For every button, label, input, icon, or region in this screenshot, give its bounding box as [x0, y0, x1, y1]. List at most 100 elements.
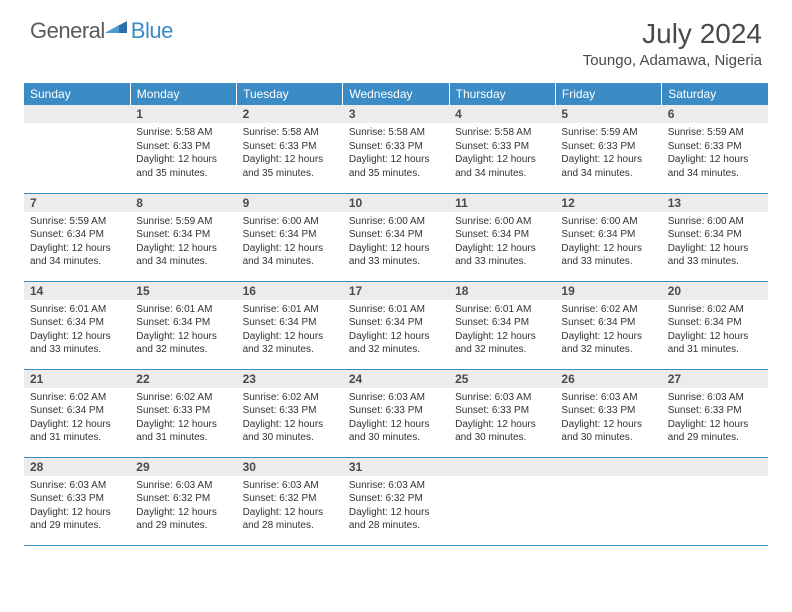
- daylight-text: Daylight: 12 hours and 30 minutes.: [243, 418, 337, 445]
- daylight-text: Daylight: 12 hours and 29 minutes.: [30, 506, 124, 533]
- calendar-day-cell: 31Sunrise: 6:03 AMSunset: 6:32 PMDayligh…: [343, 457, 449, 545]
- triangle-icon: [105, 17, 127, 33]
- sunrise-text: Sunrise: 5:59 AM: [136, 215, 230, 229]
- day-info: Sunrise: 5:58 AMSunset: 6:33 PMDaylight:…: [237, 123, 343, 184]
- daylight-text: Daylight: 12 hours and 34 minutes.: [561, 153, 655, 180]
- day-number: 7: [24, 194, 130, 212]
- sunrise-text: Sunrise: 6:02 AM: [668, 303, 762, 317]
- sunset-text: Sunset: 6:33 PM: [136, 404, 230, 418]
- calendar-day-cell: 27Sunrise: 6:03 AMSunset: 6:33 PMDayligh…: [662, 369, 768, 457]
- day-info: Sunrise: 6:03 AMSunset: 6:33 PMDaylight:…: [343, 388, 449, 449]
- sunrise-text: Sunrise: 6:01 AM: [349, 303, 443, 317]
- calendar-day-cell: 26Sunrise: 6:03 AMSunset: 6:33 PMDayligh…: [555, 369, 661, 457]
- day-info: Sunrise: 5:59 AMSunset: 6:34 PMDaylight:…: [24, 212, 130, 273]
- location-subtitle: Toungo, Adamawa, Nigeria: [583, 52, 762, 69]
- sunrise-text: Sunrise: 6:02 AM: [243, 391, 337, 405]
- daylight-text: Daylight: 12 hours and 33 minutes.: [30, 330, 124, 357]
- calendar-day-cell: 22Sunrise: 6:02 AMSunset: 6:33 PMDayligh…: [130, 369, 236, 457]
- logo-text-general: General: [30, 18, 105, 44]
- day-number: 16: [237, 282, 343, 300]
- sunrise-text: Sunrise: 6:03 AM: [455, 391, 549, 405]
- sunset-text: Sunset: 6:33 PM: [668, 140, 762, 154]
- day-number: [449, 458, 555, 476]
- sunset-text: Sunset: 6:32 PM: [243, 492, 337, 506]
- daylight-text: Daylight: 12 hours and 34 minutes.: [243, 242, 337, 269]
- day-info: Sunrise: 5:58 AMSunset: 6:33 PMDaylight:…: [449, 123, 555, 184]
- sunrise-text: Sunrise: 6:01 AM: [30, 303, 124, 317]
- calendar-day-cell: 9Sunrise: 6:00 AMSunset: 6:34 PMDaylight…: [237, 193, 343, 281]
- weekday-header-row: Sunday Monday Tuesday Wednesday Thursday…: [24, 83, 768, 105]
- daylight-text: Daylight: 12 hours and 32 minutes.: [349, 330, 443, 357]
- day-info: Sunrise: 6:02 AMSunset: 6:33 PMDaylight:…: [130, 388, 236, 449]
- sunset-text: Sunset: 6:34 PM: [30, 228, 124, 242]
- calendar-day-cell: 6Sunrise: 5:59 AMSunset: 6:33 PMDaylight…: [662, 105, 768, 193]
- day-info: Sunrise: 6:01 AMSunset: 6:34 PMDaylight:…: [24, 300, 130, 361]
- sunrise-text: Sunrise: 6:01 AM: [243, 303, 337, 317]
- sunset-text: Sunset: 6:34 PM: [243, 228, 337, 242]
- sunset-text: Sunset: 6:33 PM: [668, 404, 762, 418]
- weekday-header: Saturday: [662, 83, 768, 105]
- daylight-text: Daylight: 12 hours and 35 minutes.: [243, 153, 337, 180]
- day-number: 4: [449, 105, 555, 123]
- day-number: [662, 458, 768, 476]
- sunrise-text: Sunrise: 6:00 AM: [668, 215, 762, 229]
- day-number: 8: [130, 194, 236, 212]
- sunset-text: Sunset: 6:33 PM: [561, 404, 655, 418]
- day-number: 21: [24, 370, 130, 388]
- sunrise-text: Sunrise: 6:01 AM: [136, 303, 230, 317]
- sunrise-text: Sunrise: 6:00 AM: [455, 215, 549, 229]
- logo-text-blue: Blue: [131, 18, 173, 44]
- calendar-day-cell: [662, 457, 768, 545]
- daylight-text: Daylight: 12 hours and 32 minutes.: [561, 330, 655, 357]
- daylight-text: Daylight: 12 hours and 33 minutes.: [455, 242, 549, 269]
- day-info: Sunrise: 5:59 AMSunset: 6:33 PMDaylight:…: [555, 123, 661, 184]
- day-info: Sunrise: 6:01 AMSunset: 6:34 PMDaylight:…: [343, 300, 449, 361]
- calendar-week-row: 7Sunrise: 5:59 AMSunset: 6:34 PMDaylight…: [24, 193, 768, 281]
- sunrise-text: Sunrise: 5:59 AM: [30, 215, 124, 229]
- day-number: 1: [130, 105, 236, 123]
- day-info: Sunrise: 6:03 AMSunset: 6:33 PMDaylight:…: [662, 388, 768, 449]
- day-number: 18: [449, 282, 555, 300]
- sunset-text: Sunset: 6:33 PM: [243, 404, 337, 418]
- sunset-text: Sunset: 6:33 PM: [561, 140, 655, 154]
- calendar-table: Sunday Monday Tuesday Wednesday Thursday…: [24, 83, 768, 546]
- day-number: 3: [343, 105, 449, 123]
- day-number: 6: [662, 105, 768, 123]
- day-info: Sunrise: 5:58 AMSunset: 6:33 PMDaylight:…: [130, 123, 236, 184]
- day-number: [24, 105, 130, 123]
- sunset-text: Sunset: 6:32 PM: [136, 492, 230, 506]
- calendar-week-row: 28Sunrise: 6:03 AMSunset: 6:33 PMDayligh…: [24, 457, 768, 545]
- calendar-day-cell: 20Sunrise: 6:02 AMSunset: 6:34 PMDayligh…: [662, 281, 768, 369]
- day-info: Sunrise: 6:00 AMSunset: 6:34 PMDaylight:…: [555, 212, 661, 273]
- title-block: July 2024 Toungo, Adamawa, Nigeria: [583, 18, 762, 69]
- weekday-header: Wednesday: [343, 83, 449, 105]
- day-info: Sunrise: 6:00 AMSunset: 6:34 PMDaylight:…: [449, 212, 555, 273]
- daylight-text: Daylight: 12 hours and 34 minutes.: [136, 242, 230, 269]
- calendar-week-row: 21Sunrise: 6:02 AMSunset: 6:34 PMDayligh…: [24, 369, 768, 457]
- sunrise-text: Sunrise: 5:58 AM: [243, 126, 337, 140]
- sunset-text: Sunset: 6:32 PM: [349, 492, 443, 506]
- calendar-week-row: 1Sunrise: 5:58 AMSunset: 6:33 PMDaylight…: [24, 105, 768, 193]
- day-info: Sunrise: 6:02 AMSunset: 6:34 PMDaylight:…: [662, 300, 768, 361]
- sunrise-text: Sunrise: 6:02 AM: [136, 391, 230, 405]
- calendar-day-cell: 4Sunrise: 5:58 AMSunset: 6:33 PMDaylight…: [449, 105, 555, 193]
- day-info: Sunrise: 6:01 AMSunset: 6:34 PMDaylight:…: [237, 300, 343, 361]
- daylight-text: Daylight: 12 hours and 32 minutes.: [136, 330, 230, 357]
- calendar-day-cell: 12Sunrise: 6:00 AMSunset: 6:34 PMDayligh…: [555, 193, 661, 281]
- sunrise-text: Sunrise: 6:00 AM: [243, 215, 337, 229]
- sunset-text: Sunset: 6:34 PM: [561, 316, 655, 330]
- sunrise-text: Sunrise: 6:00 AM: [561, 215, 655, 229]
- calendar-day-cell: 7Sunrise: 5:59 AMSunset: 6:34 PMDaylight…: [24, 193, 130, 281]
- daylight-text: Daylight: 12 hours and 30 minutes.: [455, 418, 549, 445]
- day-info: Sunrise: 6:02 AMSunset: 6:33 PMDaylight:…: [237, 388, 343, 449]
- weekday-header: Sunday: [24, 83, 130, 105]
- calendar-day-cell: 1Sunrise: 5:58 AMSunset: 6:33 PMDaylight…: [130, 105, 236, 193]
- sunset-text: Sunset: 6:34 PM: [455, 228, 549, 242]
- calendar-day-cell: 23Sunrise: 6:02 AMSunset: 6:33 PMDayligh…: [237, 369, 343, 457]
- daylight-text: Daylight: 12 hours and 30 minutes.: [349, 418, 443, 445]
- calendar-day-cell: 3Sunrise: 5:58 AMSunset: 6:33 PMDaylight…: [343, 105, 449, 193]
- day-info: Sunrise: 6:03 AMSunset: 6:33 PMDaylight:…: [449, 388, 555, 449]
- sunset-text: Sunset: 6:34 PM: [136, 316, 230, 330]
- day-number: 27: [662, 370, 768, 388]
- weekday-header: Thursday: [449, 83, 555, 105]
